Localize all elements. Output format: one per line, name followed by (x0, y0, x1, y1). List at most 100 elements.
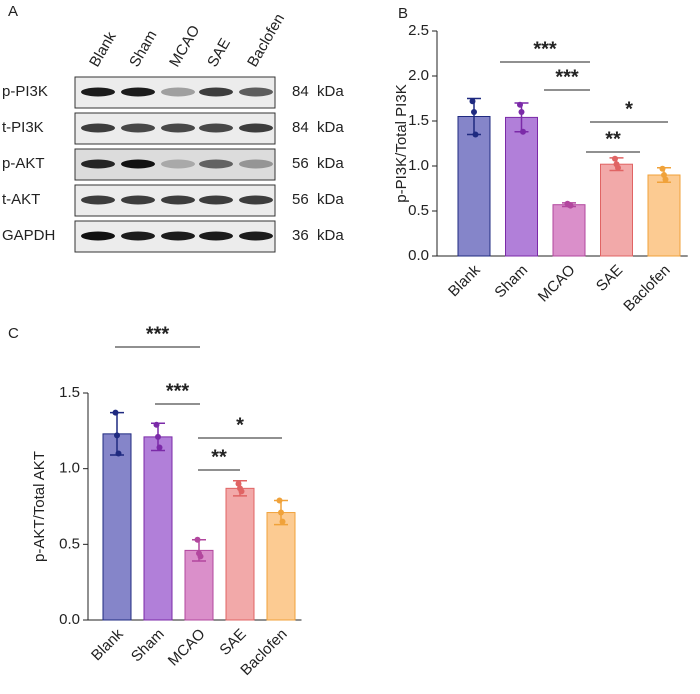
bar (647, 174, 681, 257)
band (199, 195, 233, 205)
band (81, 87, 115, 97)
bar (600, 163, 633, 257)
band (161, 231, 195, 241)
x-tick-label: MCAO (535, 262, 579, 306)
data-point (469, 98, 476, 105)
x-tick-label: Sham (491, 262, 531, 302)
row-label: t-PI3K (2, 119, 44, 136)
lane-label: Baclofen (244, 11, 288, 70)
band (121, 195, 155, 205)
data-point (155, 433, 161, 440)
bar (143, 436, 173, 621)
significance-label: *** (166, 380, 190, 402)
x-tick-label: SAE (593, 262, 626, 295)
significance-label: *** (533, 38, 557, 60)
bar (225, 487, 255, 621)
data-point (197, 553, 204, 560)
lane-label: MCAO (166, 23, 203, 70)
band (199, 87, 233, 97)
band (81, 195, 115, 205)
lane-label: Blank (86, 29, 120, 70)
data-point (238, 488, 245, 495)
y-tick-label: 2.0 (408, 67, 429, 84)
band (239, 87, 273, 97)
band (81, 231, 115, 241)
band (239, 159, 273, 169)
lane-label: Sham (126, 28, 160, 70)
data-point (520, 128, 526, 135)
data-point (235, 480, 242, 487)
y-tick-label: 0.5 (59, 535, 80, 552)
data-point (471, 109, 477, 115)
data-point (114, 432, 120, 439)
row-label: GAPDH (2, 227, 55, 244)
data-point (156, 444, 163, 451)
data-point (615, 164, 621, 171)
data-point (194, 536, 201, 543)
bar (102, 433, 132, 621)
y-tick-label: 0.0 (408, 247, 429, 264)
band (161, 123, 195, 133)
data-point (612, 155, 618, 162)
y-tick-label: 1.5 (408, 112, 429, 129)
data-point (112, 409, 119, 416)
significance-label: *** (555, 66, 579, 88)
bar (505, 116, 538, 257)
data-point (115, 450, 122, 457)
y-axis-label: p-AKT/Total AKT (31, 451, 48, 562)
band (81, 159, 115, 169)
data-point (276, 497, 283, 504)
size-label: 56 kDa (292, 155, 344, 172)
band (161, 159, 195, 169)
x-tick-label: SAE (216, 626, 249, 659)
y-tick-label: 1.0 (408, 157, 429, 174)
data-point (659, 165, 666, 172)
data-point (662, 176, 669, 183)
data-point (518, 109, 525, 115)
data-point (279, 518, 286, 525)
band (81, 123, 115, 133)
data-point (517, 101, 523, 108)
panel-label: C (8, 325, 19, 342)
band (161, 87, 195, 97)
y-tick-label: 1.5 (59, 384, 80, 401)
row-label: p-AKT (2, 155, 45, 172)
y-tick-label: 1.0 (59, 460, 80, 477)
data-point (278, 509, 284, 516)
lane-label: SAE (204, 35, 234, 69)
band (199, 123, 233, 133)
size-label: 56 kDa (292, 191, 344, 208)
panel-label: B (398, 5, 408, 22)
x-tick-label: Baclofen (620, 262, 673, 315)
size-label: 84 kDa (292, 119, 344, 136)
significance-label: *** (146, 323, 170, 345)
data-point (472, 131, 479, 138)
band (121, 231, 155, 241)
row-label: p-PI3K (2, 83, 48, 100)
y-axis-label: p-PI3K/Total PI3K (393, 84, 410, 202)
band (239, 231, 273, 241)
row-label: t-AKT (2, 191, 40, 208)
data-point (153, 421, 160, 428)
band (239, 195, 273, 205)
band (199, 231, 233, 241)
y-tick-label: 0.5 (408, 202, 429, 219)
y-tick-label: 2.5 (408, 22, 429, 39)
significance-label: * (236, 414, 244, 436)
band (199, 159, 233, 169)
band (121, 123, 155, 133)
band (161, 195, 195, 205)
data-point (567, 202, 574, 209)
x-tick-label: MCAO (165, 626, 209, 670)
size-label: 84 kDa (292, 83, 344, 100)
significance-label: ** (211, 446, 227, 468)
bar (552, 204, 586, 257)
x-tick-label: Sham (128, 626, 168, 666)
band (121, 87, 155, 97)
band (121, 159, 155, 169)
significance-label: ** (605, 128, 621, 150)
bar (266, 512, 296, 621)
significance-label: * (625, 98, 633, 120)
x-tick-label: Blank (88, 625, 127, 664)
